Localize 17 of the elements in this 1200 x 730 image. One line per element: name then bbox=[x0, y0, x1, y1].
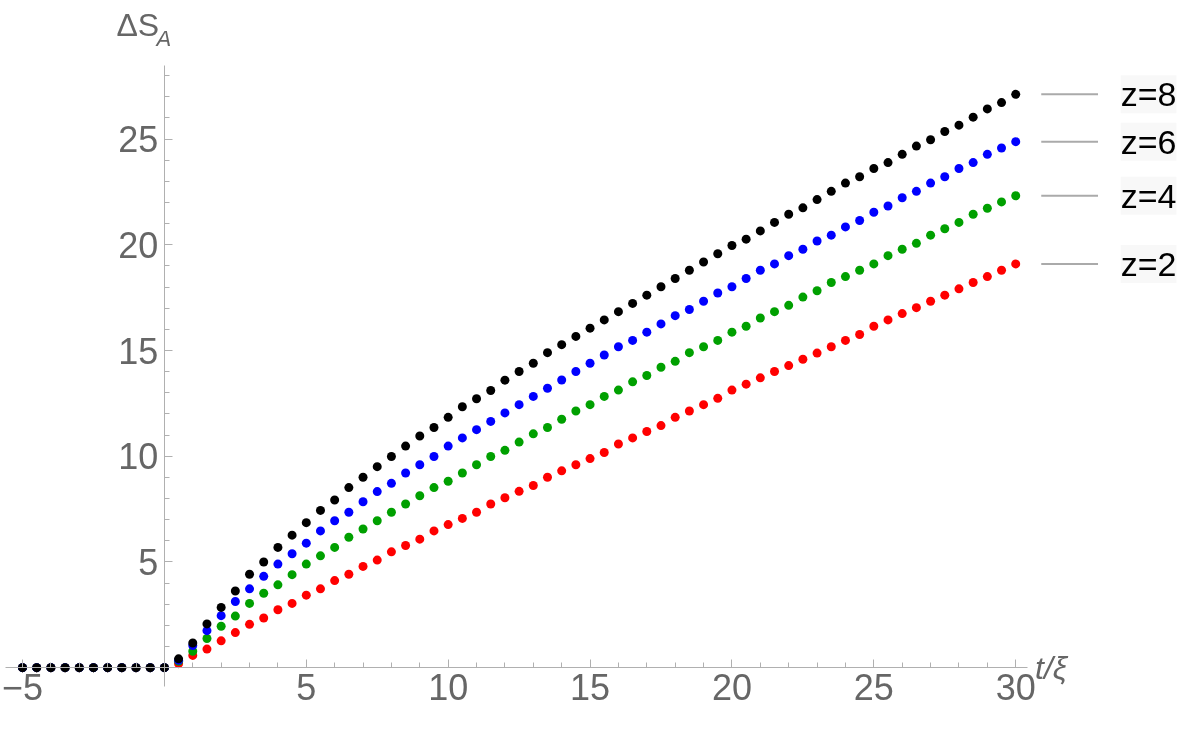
y-tick-label: 5 bbox=[138, 541, 159, 583]
text: z=2 bbox=[1120, 244, 1177, 283]
x-axis-title: t/ξ bbox=[1035, 649, 1069, 686]
y-tick-label: 10 bbox=[118, 436, 159, 478]
y-tick-label: 20 bbox=[118, 224, 159, 266]
text: z=4 bbox=[1120, 176, 1177, 215]
x-tick-label: 5 bbox=[296, 666, 317, 708]
y-tick-label: 15 bbox=[118, 330, 159, 372]
y-tick-label: 25 bbox=[118, 119, 159, 161]
x-tick-label: −5 bbox=[1, 666, 44, 708]
x-tick-label: 10 bbox=[428, 666, 469, 708]
x-tick-label: 25 bbox=[853, 666, 894, 708]
text: z=6 bbox=[1120, 122, 1177, 161]
x-tick-label: 15 bbox=[570, 666, 611, 708]
x-tick-label: 30 bbox=[995, 666, 1036, 708]
text: z=8 bbox=[1120, 75, 1177, 114]
x-tick-label: 20 bbox=[711, 666, 752, 708]
